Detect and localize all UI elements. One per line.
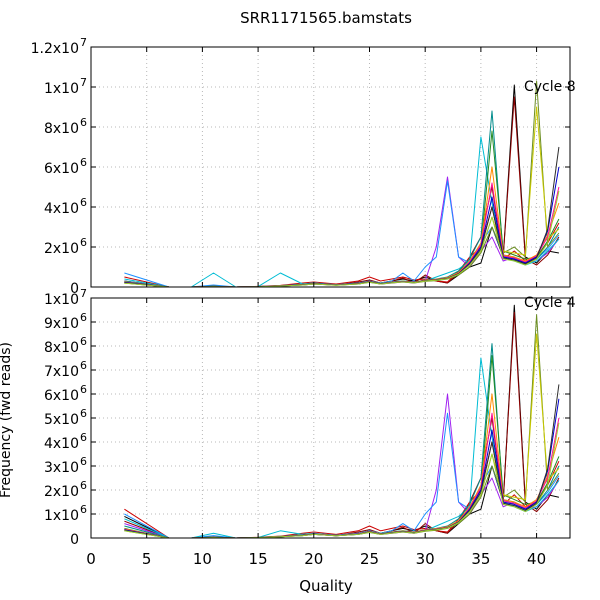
x-tick-label: 0 bbox=[86, 550, 96, 568]
y-tick-exponent: 6 bbox=[80, 116, 87, 129]
y-tick-exponent: 6 bbox=[80, 196, 87, 209]
y-tick-exponent: 6 bbox=[80, 311, 87, 324]
y-tick-label-zero: 0 bbox=[70, 281, 79, 297]
y-tick-label: 9x10 bbox=[44, 316, 79, 332]
y-tick-exponent: 6 bbox=[80, 455, 87, 468]
y-tick-exponent: 6 bbox=[80, 156, 87, 169]
y-tick-label-zero: 0 bbox=[70, 532, 79, 548]
y-tick-exponent: 6 bbox=[80, 407, 87, 420]
x-tick-label: 25 bbox=[360, 550, 379, 568]
x-axis-label: Quality bbox=[299, 577, 353, 595]
x-tick-label: 10 bbox=[193, 550, 212, 568]
y-tick-label: 8x10 bbox=[44, 340, 79, 356]
x-tick-label: 20 bbox=[304, 550, 323, 568]
y-tick-label: 5x10 bbox=[44, 412, 79, 428]
y-tick-exponent: 6 bbox=[80, 335, 87, 348]
y-tick-label: 4x10 bbox=[44, 436, 79, 452]
y-tick-label: 7x10 bbox=[44, 364, 79, 380]
y-tick-label: 1x10 bbox=[44, 81, 79, 97]
x-axis: 0 5 10 15 20 25 30 35 40 bbox=[86, 550, 546, 568]
y-tick-label: 6x10 bbox=[44, 161, 79, 177]
y-tick-label: 2x10 bbox=[44, 241, 79, 257]
y-tick-label: 3x10 bbox=[44, 460, 79, 476]
panel-label: Cycle 8 bbox=[524, 79, 576, 95]
y-tick-exponent: 6 bbox=[80, 503, 87, 516]
x-tick-label: 40 bbox=[527, 550, 546, 568]
panel-label: Cycle 4 bbox=[524, 295, 576, 311]
y-tick-exponent: 6 bbox=[80, 236, 87, 249]
y-tick-label: 1.2x10 bbox=[31, 41, 79, 57]
y-tick-label: 4x10 bbox=[44, 201, 79, 217]
y-tick-label: 8x10 bbox=[44, 121, 79, 137]
y-tick-label: 1x10 bbox=[44, 508, 79, 524]
y-tick-exponent: 7 bbox=[80, 36, 87, 49]
y-tick-label: 1x10 bbox=[44, 292, 79, 308]
chart-title: SRR1171565.bamstats bbox=[240, 9, 412, 27]
y-tick-label: 2x10 bbox=[44, 484, 79, 500]
x-tick-label: 30 bbox=[416, 550, 435, 568]
y-tick-exponent: 6 bbox=[80, 359, 87, 372]
x-tick-label: 35 bbox=[471, 550, 490, 568]
y-tick-exponent: 7 bbox=[80, 287, 87, 300]
y-tick-exponent: 6 bbox=[80, 383, 87, 396]
y-tick-exponent: 7 bbox=[80, 76, 87, 89]
x-tick-label: 5 bbox=[142, 550, 152, 568]
y-axis-label: Frequency (fwd reads) bbox=[0, 342, 14, 498]
y-tick-exponent: 6 bbox=[80, 431, 87, 444]
y-tick-exponent: 6 bbox=[80, 479, 87, 492]
y-tick-label: 6x10 bbox=[44, 388, 79, 404]
x-tick-label: 15 bbox=[249, 550, 268, 568]
